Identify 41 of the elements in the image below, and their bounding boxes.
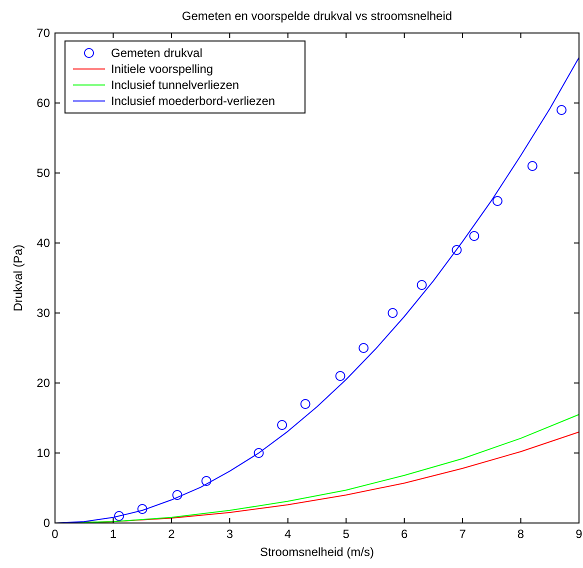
y-tick-label: 30 — [36, 306, 50, 320]
y-tick-label: 0 — [43, 516, 50, 530]
x-tick-label: 3 — [226, 527, 234, 541]
x-tick-label: 9 — [576, 527, 583, 541]
point — [201, 476, 212, 486]
point — [492, 196, 502, 206]
x-tick-label: 6 — [400, 527, 408, 541]
y-tick-label: 60 — [36, 96, 50, 110]
point — [452, 245, 462, 255]
point — [114, 511, 124, 521]
point — [388, 308, 398, 318]
x-tick-label: 7 — [459, 527, 466, 541]
legend-label: Inclusief moederbord-verliezen — [111, 94, 276, 108]
y-tick-label: 40 — [36, 236, 50, 250]
legend-label: Initiele voorspelling — [111, 62, 214, 76]
point — [300, 399, 310, 409]
y-tick-label: 50 — [36, 166, 50, 180]
point — [277, 420, 288, 430]
point — [469, 231, 480, 241]
point — [137, 504, 148, 514]
point — [254, 448, 264, 458]
point — [416, 280, 427, 290]
x-tick-label: 8 — [517, 527, 524, 541]
x-tick-label: 5 — [342, 527, 350, 541]
x-tick-label: 2 — [168, 527, 176, 541]
point — [335, 371, 346, 381]
chart-title: Gemeten en voorspelde drukval vs stroomsnelheid — [182, 9, 452, 23]
y-tick-label: 20 — [36, 376, 50, 390]
y-axis-title: Drukval (Pa) — [11, 244, 25, 312]
point — [172, 490, 182, 500]
x-tick-label: 1 — [110, 527, 117, 541]
x-tick-label: 0 — [52, 527, 59, 541]
x-axis-title: Stroomsnelheid (m/s) — [260, 545, 374, 559]
y-tick-label: 10 — [36, 446, 50, 460]
y-tick-label: 70 — [36, 26, 50, 40]
point — [358, 343, 369, 353]
point — [527, 161, 538, 171]
x-tick-label: 4 — [284, 527, 292, 541]
point — [556, 105, 567, 115]
legend-label: Gemeten drukval — [111, 46, 202, 60]
legend-label: Inclusief tunnelverliezen — [111, 78, 240, 92]
